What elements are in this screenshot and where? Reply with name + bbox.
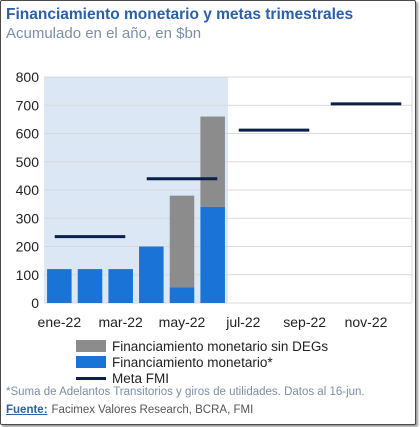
y-tick-label: 300 bbox=[16, 210, 40, 226]
legend-item-financiamiento: Financiamiento monetario* bbox=[76, 354, 328, 370]
legend-label: Meta FMI bbox=[112, 370, 170, 386]
y-tick-label: 800 bbox=[16, 69, 40, 85]
bar bbox=[47, 269, 72, 303]
y-tick-label: 200 bbox=[16, 239, 40, 255]
y-tick-label: 700 bbox=[16, 97, 40, 113]
legend-swatch-blue bbox=[76, 356, 106, 368]
y-tick-label: 100 bbox=[16, 267, 40, 283]
legend-label: Financiamiento monetario sin DEGs bbox=[112, 338, 329, 354]
target-lines bbox=[54, 102, 402, 239]
legend-label: Financiamiento monetario* bbox=[112, 354, 273, 370]
bar bbox=[169, 195, 195, 288]
y-tick-label: 600 bbox=[16, 126, 40, 142]
x-tick-label: ene-22 bbox=[38, 314, 82, 330]
chart-title: Financiamiento monetario y metas trimest… bbox=[6, 6, 354, 23]
y-tick-label: 0 bbox=[31, 295, 39, 311]
x-tick-label: mar-22 bbox=[98, 314, 143, 330]
legend-item-sin-degs: Financiamiento monetario sin DEGs bbox=[76, 338, 328, 354]
x-tick-label: sep-22 bbox=[283, 314, 326, 330]
y-tick-label: 400 bbox=[16, 182, 40, 198]
bar bbox=[77, 269, 103, 303]
x-tick-label: nov-22 bbox=[345, 314, 388, 330]
bar bbox=[200, 206, 225, 303]
bars-group bbox=[47, 116, 225, 303]
footnote: *Suma de Adelantos Transitorios y giros … bbox=[6, 386, 365, 398]
legend-swatch-gray bbox=[76, 340, 106, 352]
grid-lines bbox=[44, 76, 412, 304]
chart-subtitle: Acumulado en el año, en $bn bbox=[6, 25, 202, 42]
y-tick-label: 500 bbox=[16, 154, 40, 170]
legend-swatch-line bbox=[76, 377, 106, 380]
legend: Financiamiento monetario sin DEGs Financ… bbox=[76, 338, 328, 386]
chart-plot: 0 100 200 300 400 500 600 700 800 ene-22 mar-22 may… bbox=[16, 69, 413, 330]
x-tick-label: may-22 bbox=[159, 314, 206, 330]
source-line: Fuente: Facimex Valores Research, BCRA, F… bbox=[6, 404, 253, 416]
bar bbox=[108, 269, 133, 303]
bar bbox=[200, 116, 225, 207]
x-tick-label: jul-22 bbox=[225, 314, 260, 330]
source-text: Facimex Valores Research, BCRA, FMI bbox=[51, 404, 254, 416]
bar bbox=[139, 246, 164, 303]
axes: 0 100 200 300 400 500 600 700 800 ene-22 mar-22 may… bbox=[16, 69, 413, 330]
bar bbox=[169, 287, 195, 303]
legend-item-meta-fmi: Meta FMI bbox=[76, 370, 328, 386]
source-label: Fuente: bbox=[6, 404, 48, 416]
